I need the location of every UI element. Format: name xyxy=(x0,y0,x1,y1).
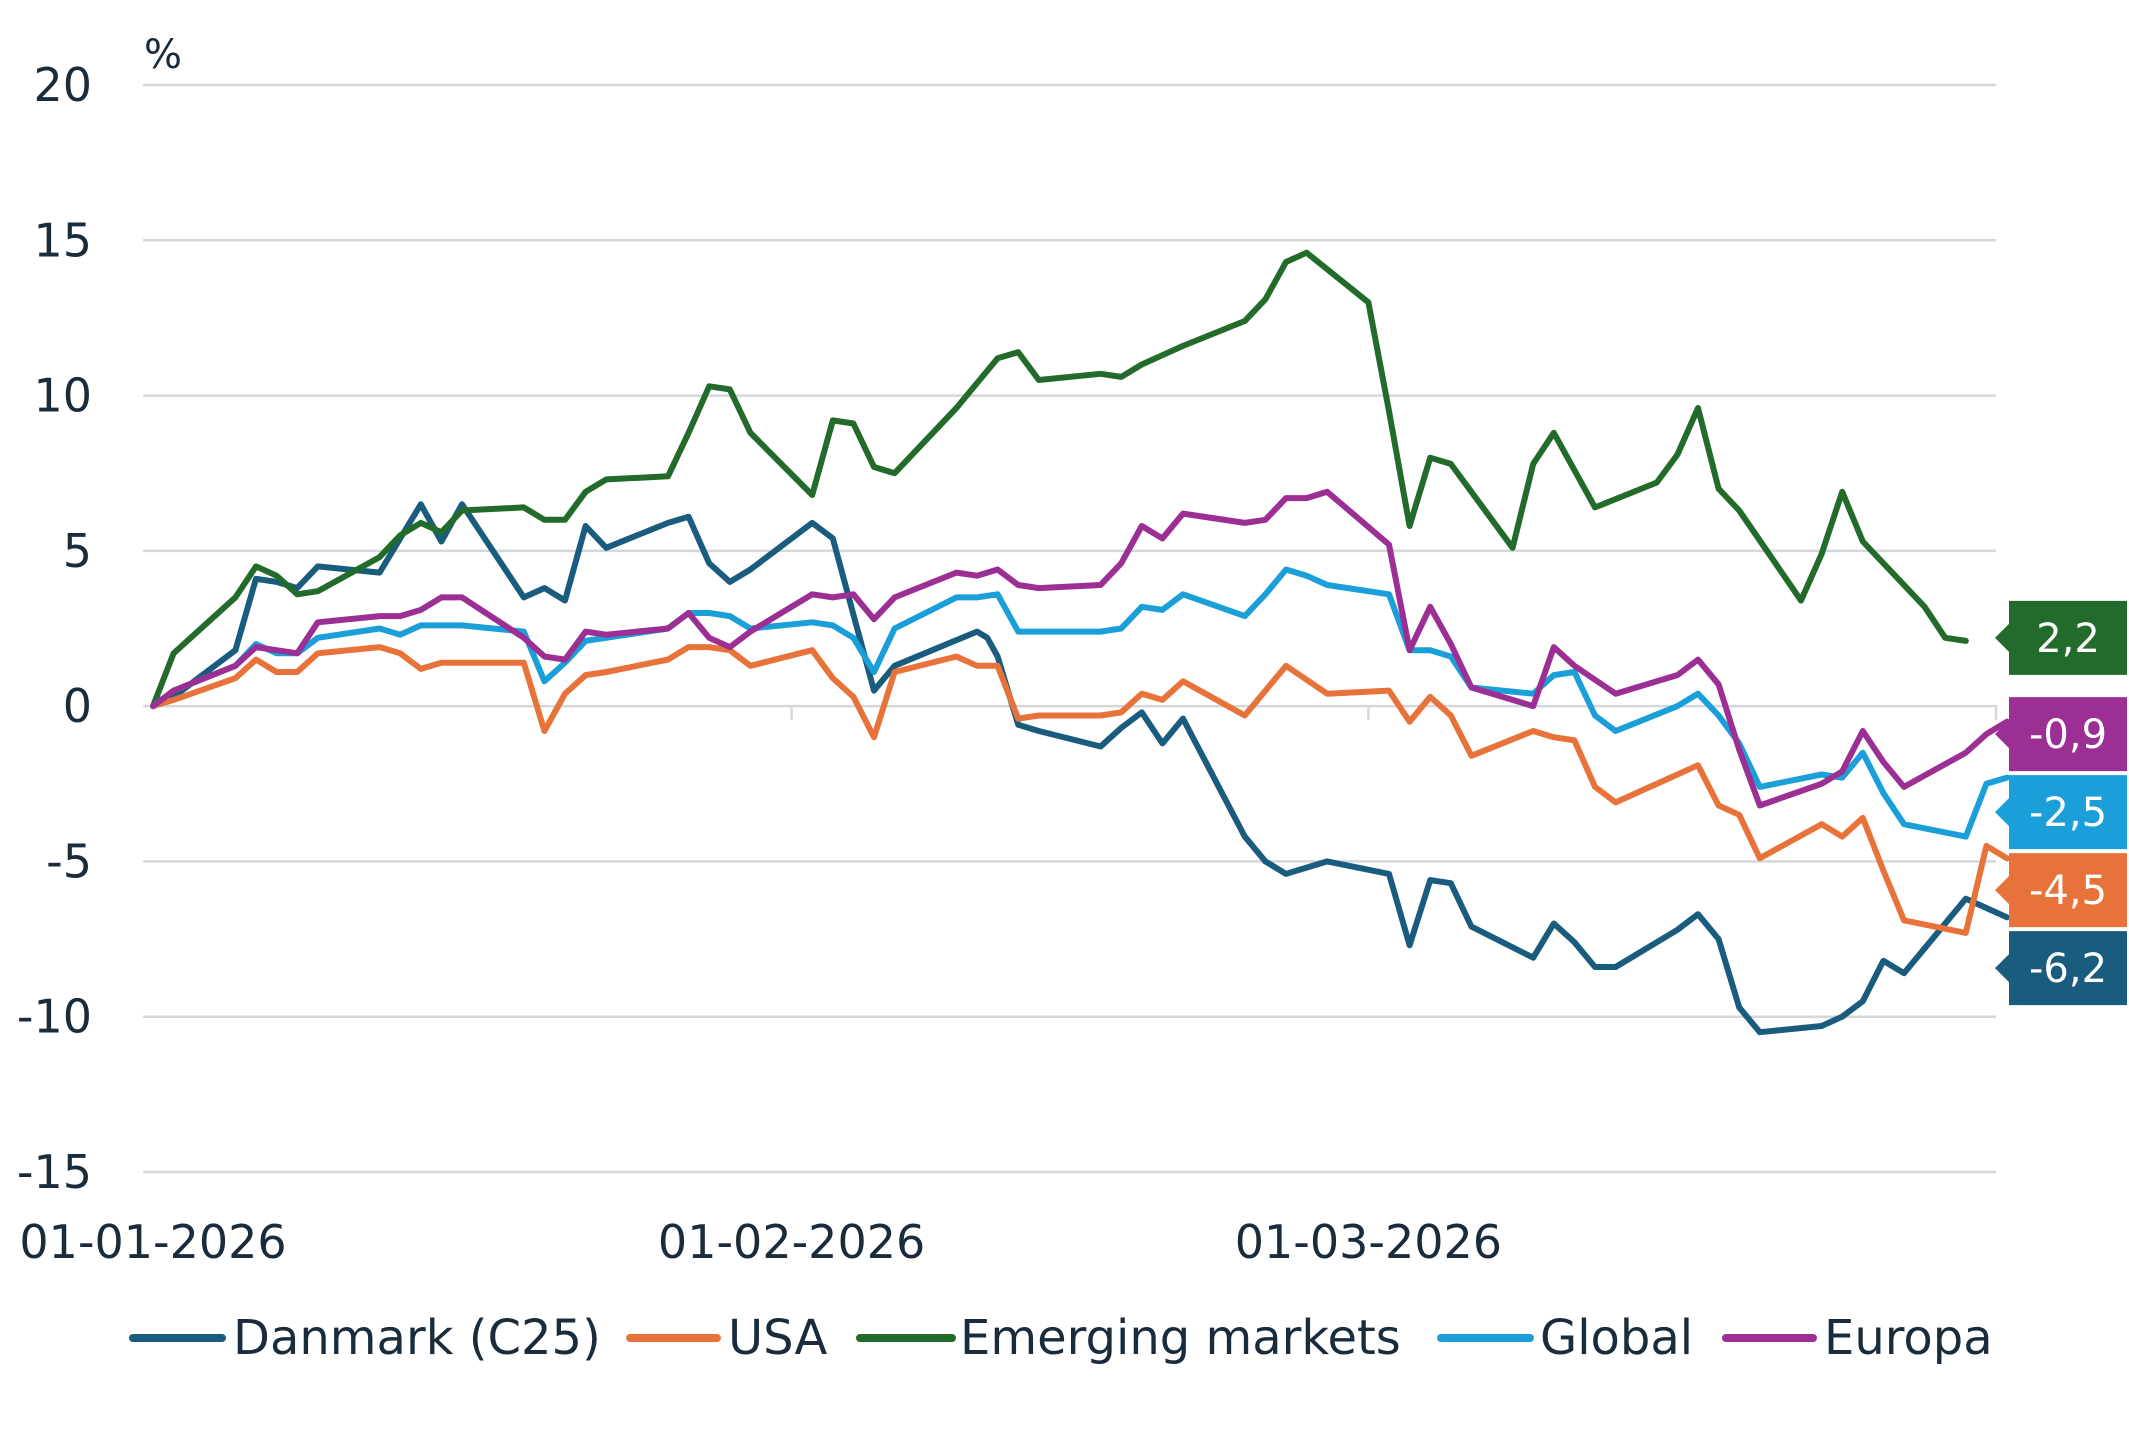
end-label-box xyxy=(1995,853,2127,928)
legend-item: USA xyxy=(626,1310,827,1366)
legend-label: USA xyxy=(728,1310,827,1366)
end-label: -2,5 xyxy=(1995,775,2127,850)
legend-label: Europa xyxy=(1824,1310,1993,1366)
end-label: -0,9 xyxy=(1995,697,2127,772)
x-tick-label: 01-02-2026 xyxy=(658,1215,925,1269)
end-label: 2,2 xyxy=(1995,600,2127,675)
legend-label: Global xyxy=(1540,1310,1693,1366)
legend-label: Danmark (C25) xyxy=(233,1310,601,1366)
x-tick-label: 01-03-2026 xyxy=(1235,1215,1502,1269)
legend-label: Emerging markets xyxy=(960,1310,1401,1366)
end-label-text: -0,9 xyxy=(2029,712,2107,758)
end-label-text: -6,2 xyxy=(2029,946,2107,992)
end-label-box xyxy=(1995,697,2127,772)
series-line-usa xyxy=(150,644,2010,936)
series-line-europa xyxy=(150,488,2010,809)
gridlines xyxy=(143,83,1996,1174)
legend-item: Danmark (C25) xyxy=(129,1310,601,1366)
end-label-text: -2,5 xyxy=(2029,790,2107,836)
y-tick-label: -15 xyxy=(17,1145,92,1199)
y-tick-label: 20 xyxy=(33,58,92,112)
y-tick-label: 10 xyxy=(33,369,92,423)
x-tick-label: 01-01-2026 xyxy=(19,1215,286,1269)
legend-item: Europa xyxy=(1722,1310,1993,1366)
y-tick-label: 5 xyxy=(63,524,92,578)
series-line-danmark-c25 xyxy=(150,501,2010,1036)
end-label-box xyxy=(1995,775,2127,850)
y-tick-label: -10 xyxy=(17,990,92,1044)
series-line-emerging-markets xyxy=(150,249,1969,710)
y-axis: 20 15 10 5 0 -5 -10 -15 xyxy=(17,58,92,1199)
end-label-box xyxy=(1995,600,2127,675)
end-label-text: -4,5 xyxy=(2029,868,2107,914)
end-label: -4,5 xyxy=(1995,853,2127,928)
series-lines xyxy=(150,249,2010,1036)
y-unit-label: % xyxy=(144,32,182,78)
legend-item: Emerging markets xyxy=(856,1310,1401,1366)
end-labels: 2,2 -0,9 -2,5 -4,5 -6,2 xyxy=(1995,600,2127,1006)
legend-item: Global xyxy=(1437,1310,1693,1366)
y-tick-label: 15 xyxy=(33,213,92,267)
y-tick-label: 0 xyxy=(63,679,92,733)
legend: Danmark (C25) USA Emerging markets Global Eu… xyxy=(129,1310,1993,1366)
end-label-box xyxy=(1995,931,2127,1006)
end-label-text: 2,2 xyxy=(2036,616,2100,662)
series-line-global xyxy=(150,566,2010,840)
end-label: -6,2 xyxy=(1995,931,2127,1006)
y-tick-label: -5 xyxy=(46,834,92,888)
x-axis: 01-01-2026 01-02-2026 01-03-2026 xyxy=(19,705,1998,1269)
